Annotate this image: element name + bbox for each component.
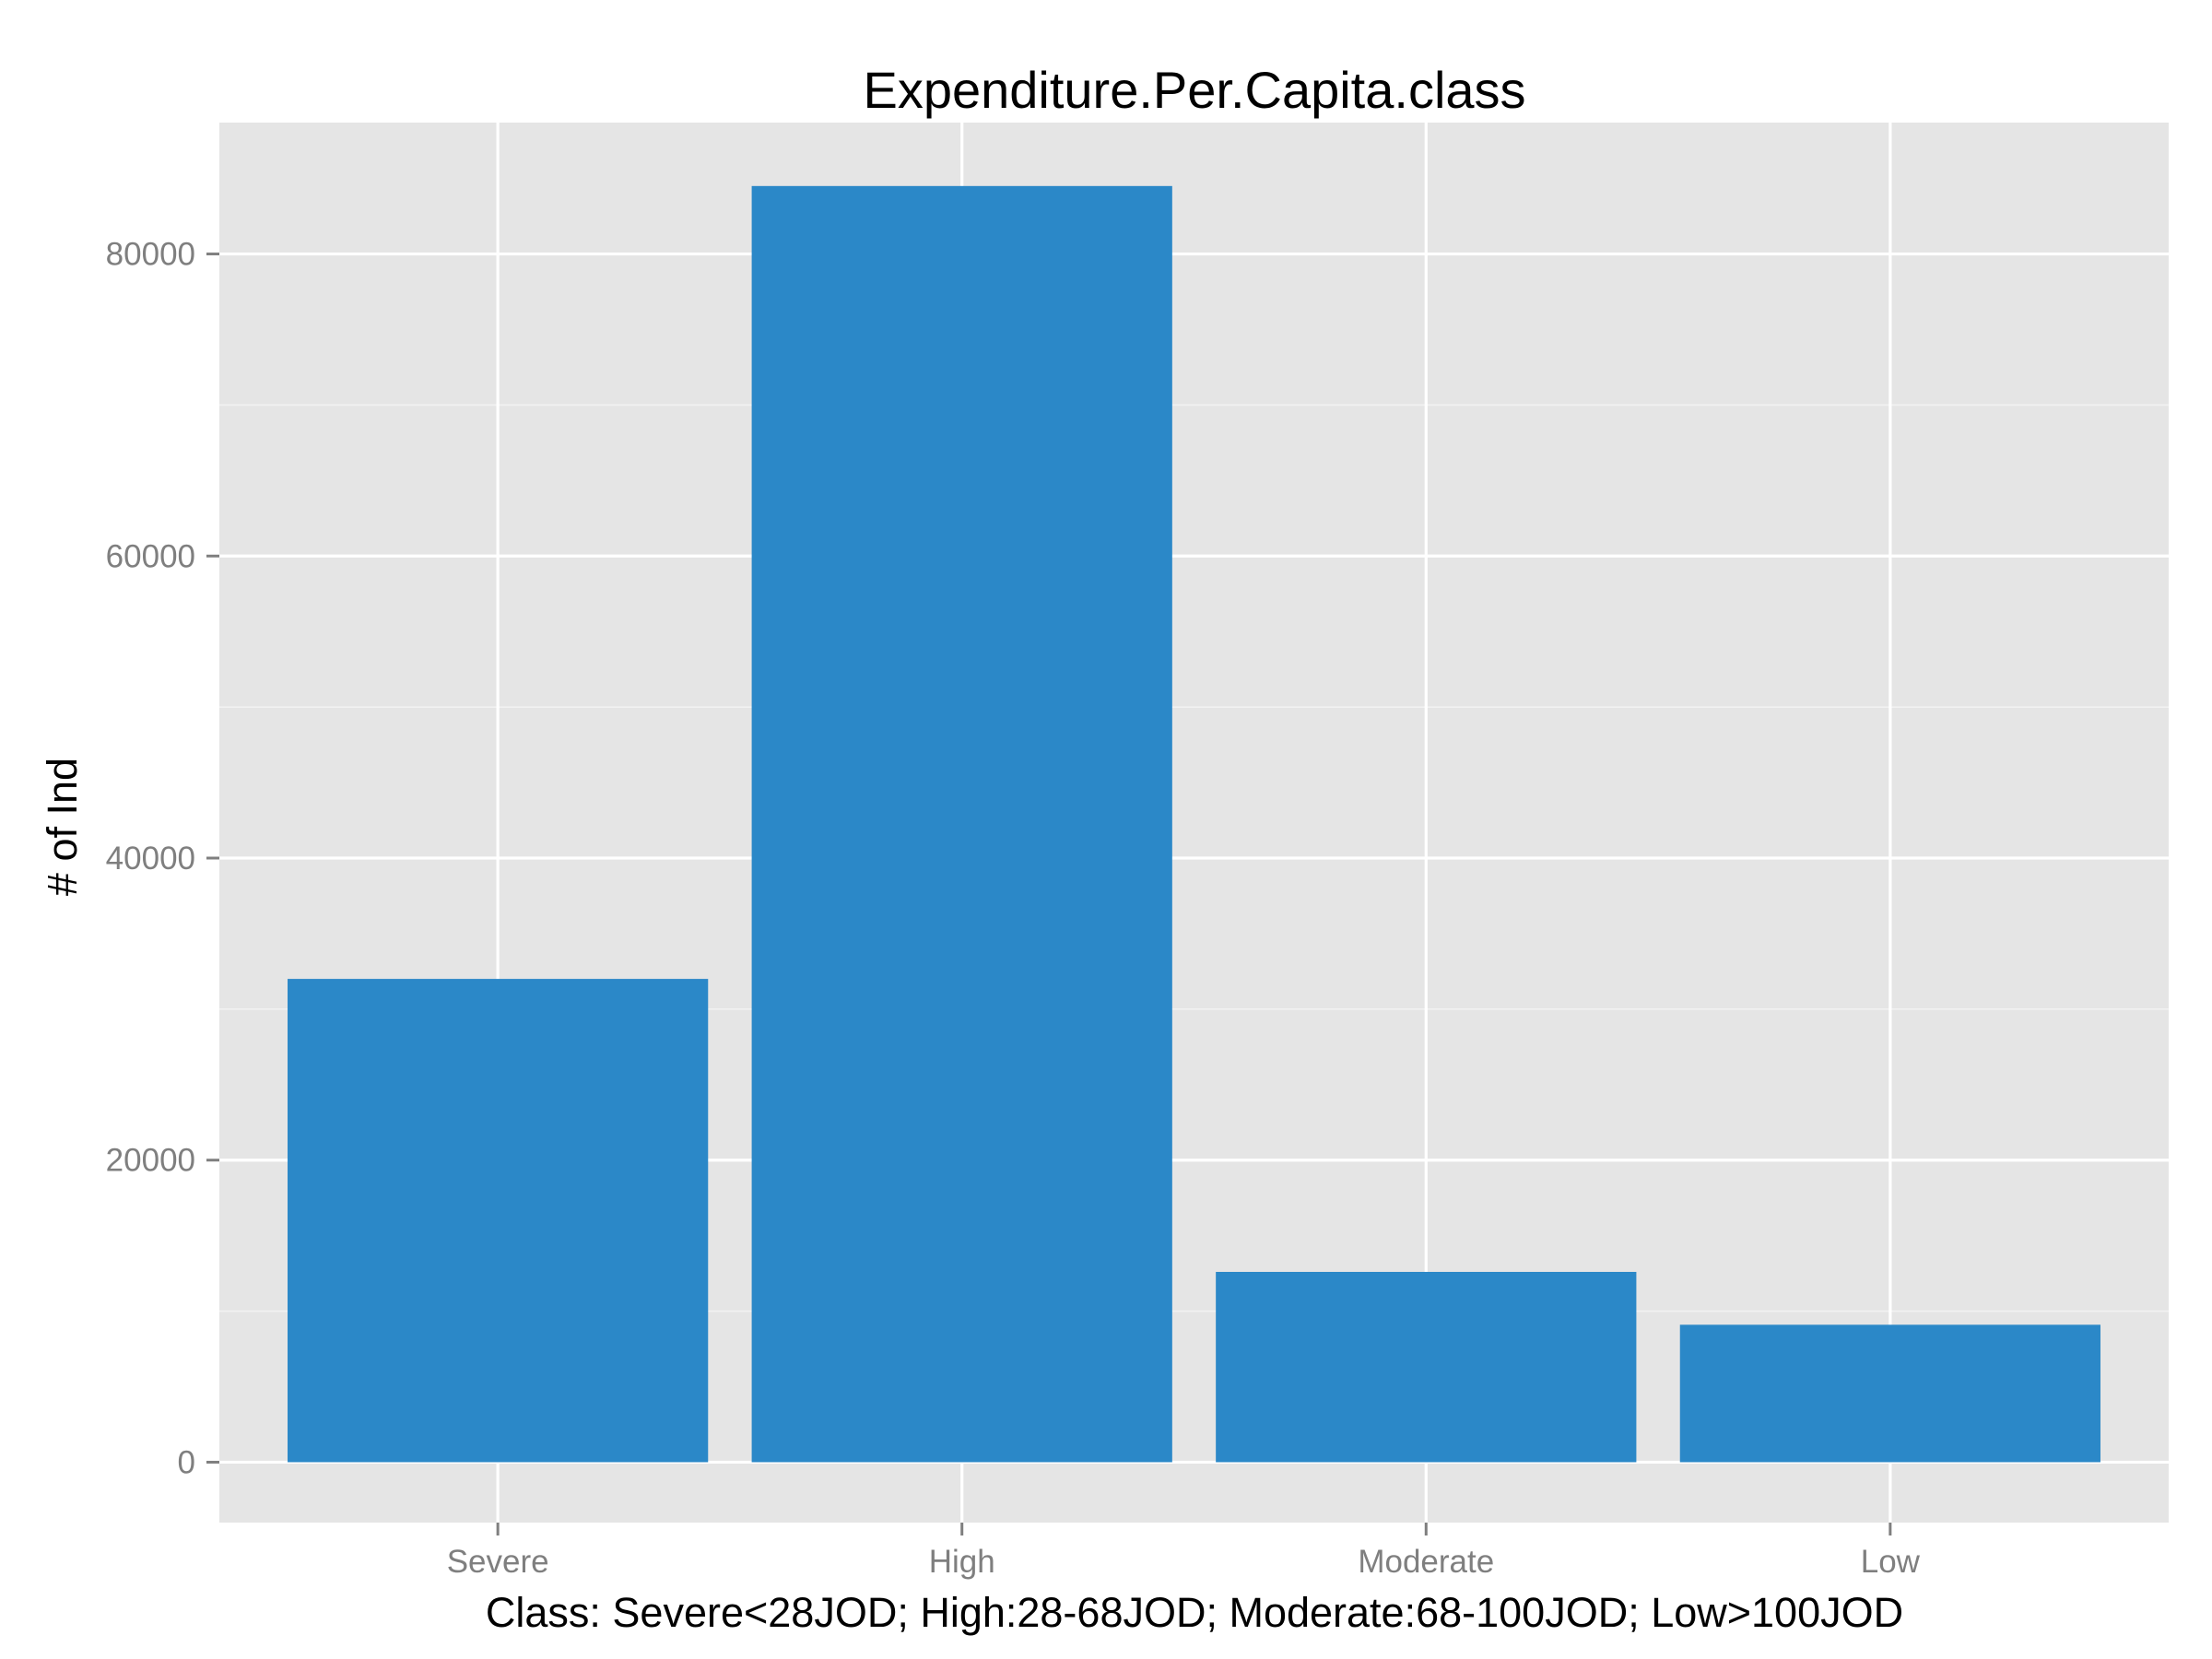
- y-axis: 0 20000 40000 60000 80000: [106, 237, 219, 1480]
- x-axis: Severe High Moderate Low: [447, 1523, 1921, 1580]
- y-tick-label: 80000: [106, 237, 195, 273]
- y-tick-label: 60000: [106, 538, 195, 574]
- chart-title: Expenditure.Per.Capita.class: [863, 61, 1525, 119]
- bars: [288, 185, 2100, 1463]
- y-tick-label: 20000: [106, 1143, 195, 1179]
- x-tick-label: Moderate: [1358, 1544, 1494, 1580]
- bar-moderate: [1216, 1271, 1637, 1463]
- x-tick-label: Severe: [447, 1544, 549, 1580]
- y-tick-label: 40000: [106, 841, 195, 877]
- bar-low: [1679, 1324, 2100, 1463]
- x-tick-label: High: [929, 1544, 995, 1580]
- y-axis-title: # of Ind: [39, 758, 86, 896]
- x-axis-title: Class: Severe<28JOD; High:28-68JOD; Mode…: [486, 1589, 1903, 1636]
- y-tick-label: 0: [178, 1444, 195, 1480]
- bar-severe: [288, 979, 709, 1463]
- x-tick-label: Low: [1861, 1544, 1921, 1580]
- bar-high: [751, 185, 1172, 1463]
